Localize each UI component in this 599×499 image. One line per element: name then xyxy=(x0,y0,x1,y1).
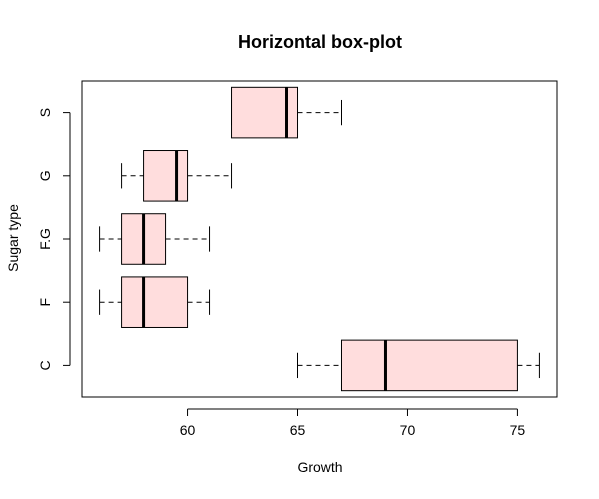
x-tick-label: 60 xyxy=(180,422,196,438)
x-tick-label: 75 xyxy=(510,422,526,438)
x-tick-label: 65 xyxy=(290,422,306,438)
box-C xyxy=(340,339,518,392)
y-axis-label: Sugar type xyxy=(5,204,21,272)
x-tick-label: 70 xyxy=(400,422,416,438)
y-tick-label: F xyxy=(37,298,53,307)
y-tick-label: G xyxy=(37,170,53,181)
x-axis-label: Growth xyxy=(297,459,342,475)
plot-border xyxy=(81,80,558,398)
chart-title: Horizontal box-plot xyxy=(238,32,402,52)
y-tick-label: S xyxy=(37,108,53,117)
y-tick-label: F.G xyxy=(37,228,53,250)
box-F xyxy=(121,276,189,328)
box-G xyxy=(143,150,189,202)
y-tick-label: C xyxy=(37,360,53,370)
plot-area: 60 65 70 75 C F F.G G S xyxy=(37,80,558,438)
